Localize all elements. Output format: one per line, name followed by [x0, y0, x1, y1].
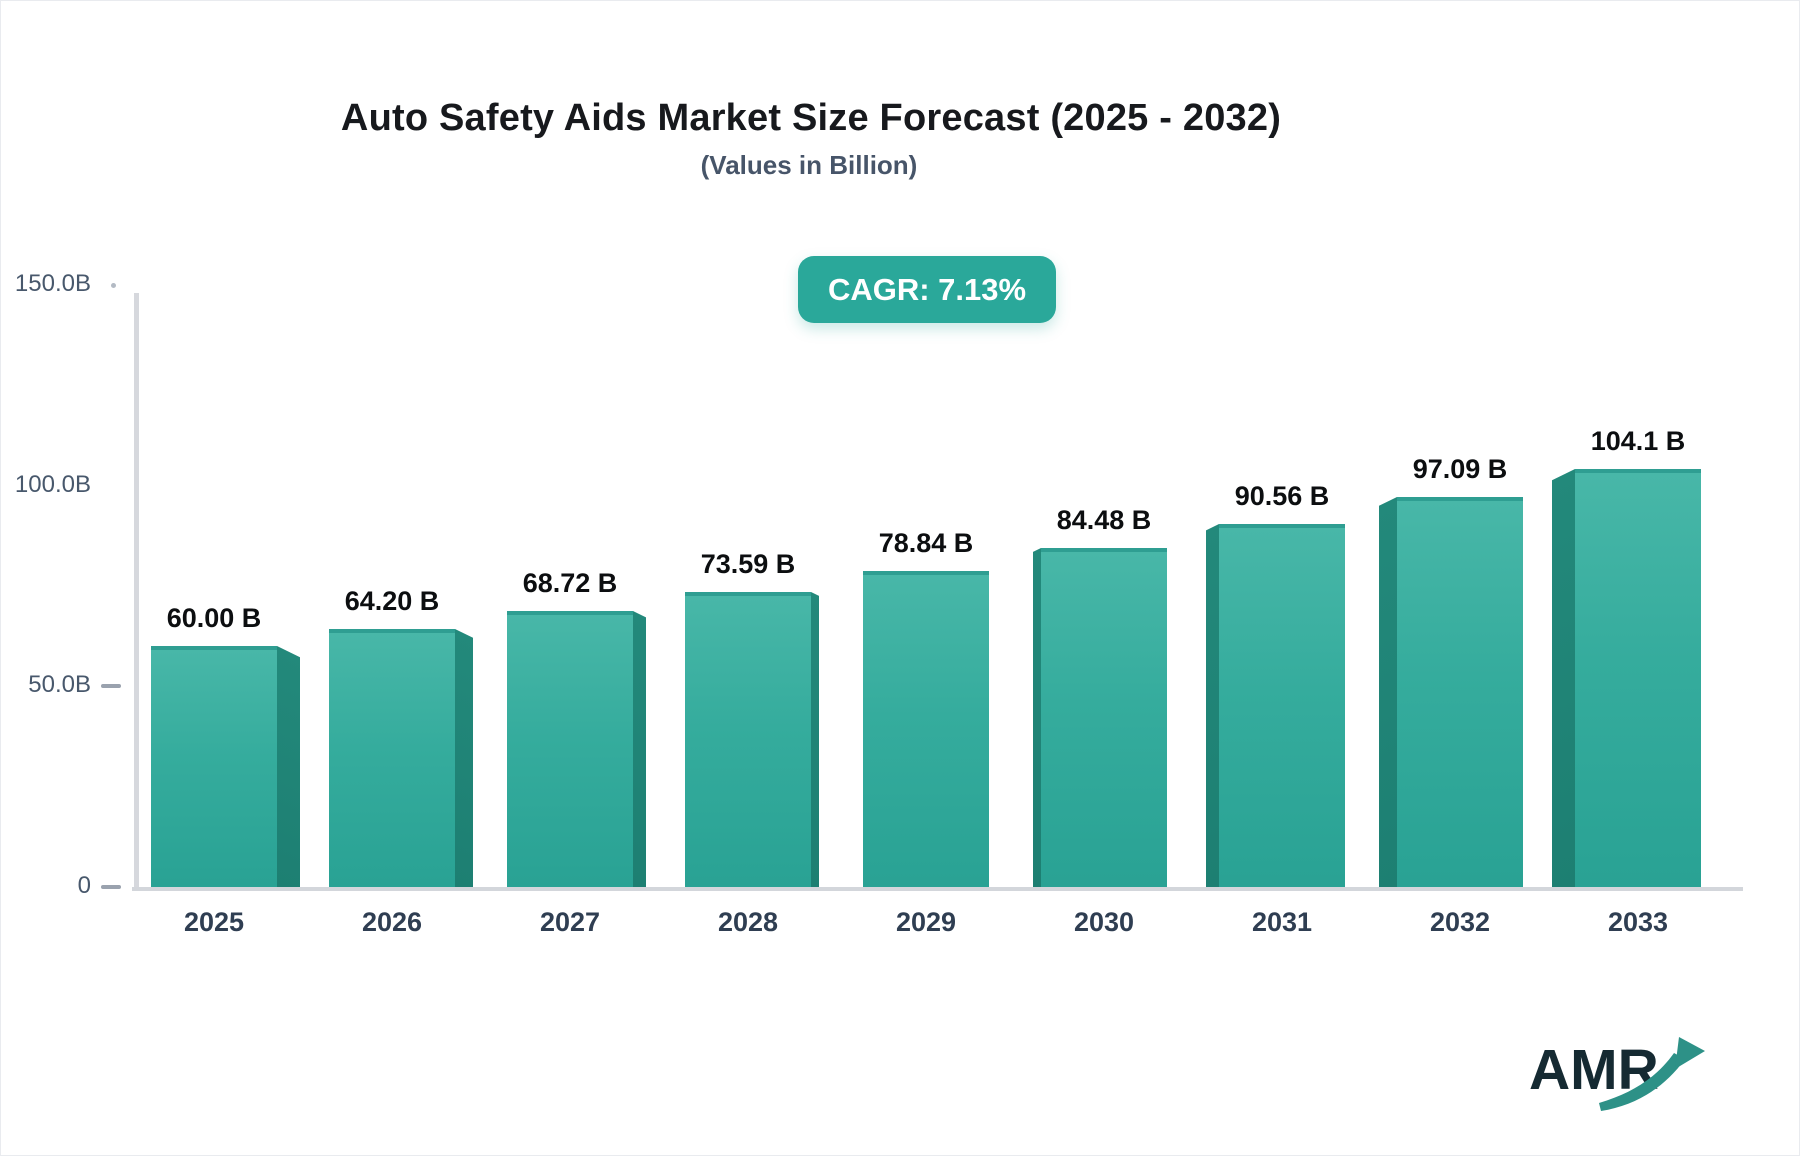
bar-front-face	[507, 611, 633, 887]
bar-value-label: 73.59 B	[700, 549, 796, 579]
chart-subtitle: (Values in Billion)	[700, 150, 918, 180]
cagr-badge: CAGR: 7.13%	[798, 256, 1056, 323]
bar-value-label: 104.1 B	[1590, 426, 1686, 456]
y-axis-label-0: 0	[77, 872, 91, 899]
bar-value-label: 84.48 B	[1056, 505, 1152, 535]
y-axis-line	[134, 293, 139, 889]
bar-front-face	[863, 571, 989, 887]
x-axis-line	[132, 887, 1743, 891]
y-axis-label-50.0B: 50.0B	[28, 671, 91, 699]
x-axis-label-2026: 2026	[361, 907, 423, 937]
bar-side-face	[277, 646, 300, 887]
x-axis-label-2025: 2025	[183, 907, 245, 937]
bar-value-label: 64.20 B	[344, 586, 440, 616]
bar-front-face	[329, 629, 455, 887]
y-axis-tick	[101, 885, 121, 889]
x-axis-label-2027: 2027	[539, 907, 601, 937]
bar-value-label: 78.84 B	[878, 528, 974, 558]
bar-front-face	[1041, 548, 1167, 887]
x-axis-label-2032: 2032	[1429, 907, 1491, 937]
y-axis-tick	[101, 684, 121, 689]
bar-front-face	[151, 646, 277, 887]
bar-side-face	[1552, 469, 1575, 887]
y-axis-label-150.0B: 150.0B	[14, 270, 91, 298]
bar-side-face	[455, 629, 473, 887]
bar-front-face	[1219, 524, 1345, 887]
chart-title: Auto Safety Aids Market Size Forecast (2…	[340, 97, 1282, 139]
bar-value-label: 68.72 B	[522, 568, 618, 598]
bar-side-face	[1379, 497, 1397, 887]
growth-arrow-icon	[1599, 1037, 1705, 1111]
amr-logo: AMR	[1529, 1031, 1719, 1121]
bar-side-face	[1033, 548, 1041, 887]
x-axis-label-2030: 2030	[1073, 907, 1135, 937]
bar-front-face	[1397, 497, 1523, 887]
y-axis-label-100.0B: 100.0B	[14, 470, 91, 498]
x-axis-label-2028: 2028	[717, 907, 779, 937]
bar-value-label: 90.56 B	[1234, 481, 1330, 511]
bar-front-face	[1575, 469, 1701, 887]
bar-value-label: 97.09 B	[1412, 454, 1508, 484]
bar-side-face	[811, 592, 819, 887]
bar-side-face	[1206, 524, 1219, 887]
x-axis-label-2031: 2031	[1251, 907, 1313, 937]
x-axis-label-2029: 2029	[895, 907, 957, 937]
bar-value-label: 60.00 B	[166, 603, 262, 633]
x-axis-label-2033: 2033	[1607, 907, 1669, 937]
y-axis-tick	[111, 283, 116, 289]
bar-front-face	[685, 592, 811, 887]
bars-layer: 60.00 B 64.20 B 68.72 B 73.59 B 78.84 B 84.48…	[1, 301, 1799, 887]
bar-side-face	[633, 611, 646, 887]
